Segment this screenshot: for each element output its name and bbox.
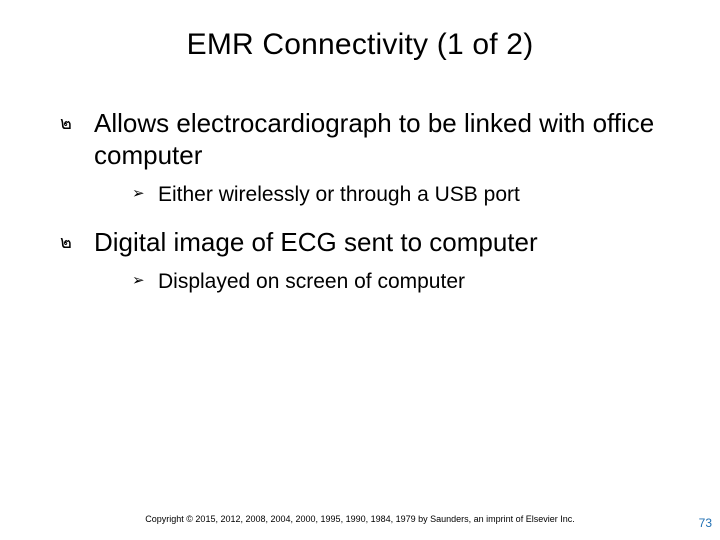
bullet-text: Digital image of ECG sent to computer (94, 227, 672, 259)
slide: EMR Connectivity (1 of 2) ๒ Allows elect… (0, 0, 720, 540)
page-number: 73 (699, 516, 712, 530)
copyright-text: Copyright © 2015, 2012, 2008, 2004, 2000… (0, 514, 720, 524)
scribble-loop-icon: ๒ (60, 108, 94, 135)
bullet-level2: ➢ Displayed on screen of computer (132, 268, 672, 295)
bullet-text: Displayed on screen of computer (158, 268, 672, 295)
triangle-right-icon: ➢ (132, 181, 158, 204)
slide-title: EMR Connectivity (1 of 2) (48, 28, 672, 62)
bullet-level1: ๒ Allows electrocardiograph to be linked… (60, 108, 672, 171)
bullet-text: Either wirelessly or through a USB port (158, 181, 672, 208)
bullet-level1: ๒ Digital image of ECG sent to computer (60, 227, 672, 259)
bullet-level2: ➢ Either wirelessly or through a USB por… (132, 181, 672, 208)
bullet-text: Allows electrocardiograph to be linked w… (94, 108, 672, 171)
triangle-right-icon: ➢ (132, 268, 158, 291)
scribble-loop-icon: ๒ (60, 227, 94, 254)
